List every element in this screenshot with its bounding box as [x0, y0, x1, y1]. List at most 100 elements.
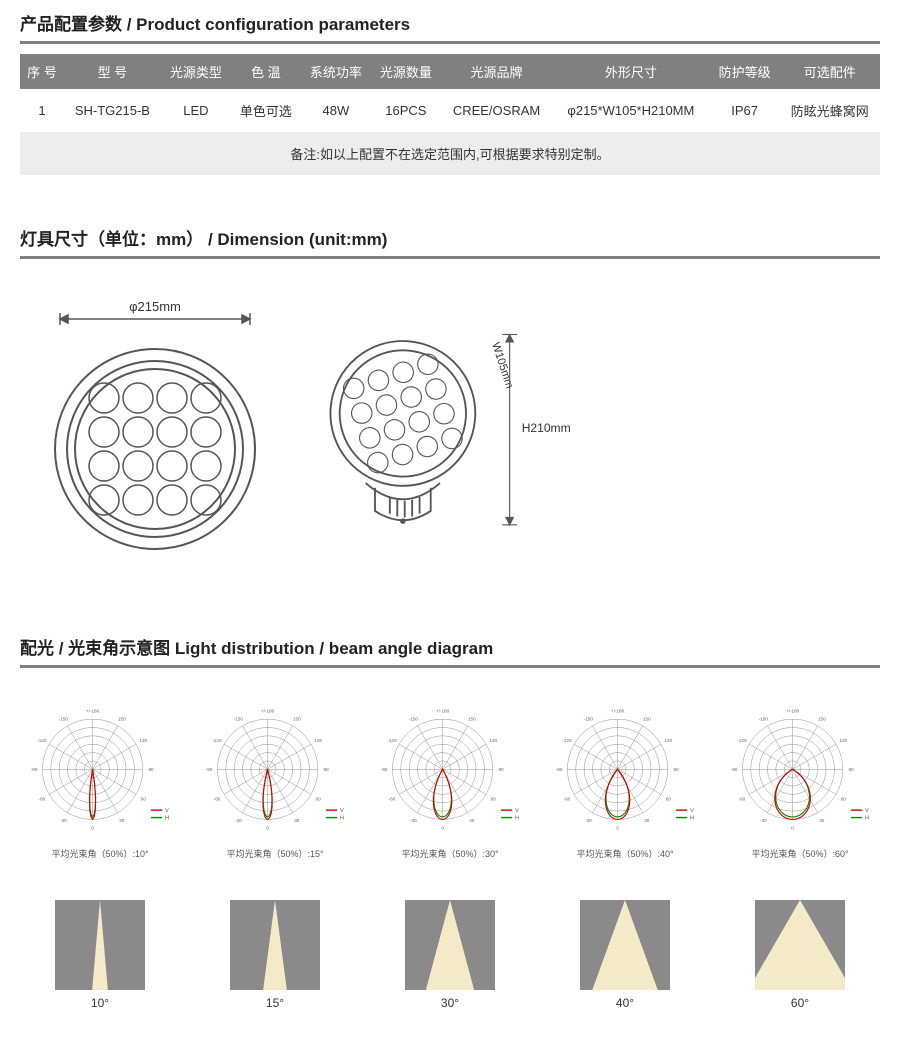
- col-acc: 可选配件: [780, 54, 880, 89]
- svg-text:0: 0: [91, 826, 94, 831]
- svg-text:150: 150: [468, 716, 476, 721]
- beam-item: 10°: [50, 900, 150, 1010]
- cell-ip: IP67: [710, 89, 780, 132]
- polar-item: +/-180-150150-120120-9090-6060-30300VH平均…: [720, 708, 880, 860]
- svg-text:-60: -60: [389, 796, 396, 801]
- svg-text:120: 120: [839, 738, 847, 743]
- svg-text:150: 150: [643, 716, 651, 721]
- col-temp: 色 温: [231, 54, 301, 89]
- svg-text:H: H: [690, 815, 694, 821]
- svg-text:90: 90: [323, 767, 329, 772]
- cell-seq: 1: [20, 89, 64, 132]
- col-qty: 光源数量: [371, 54, 441, 89]
- beam-item: 60°: [750, 900, 850, 1010]
- width-label: W105mm: [489, 341, 515, 390]
- svg-text:120: 120: [139, 738, 147, 743]
- svg-text:150: 150: [818, 716, 826, 721]
- dimension-row: φ215mm: [20, 269, 880, 584]
- svg-text:0: 0: [791, 826, 794, 831]
- beam-box: [55, 900, 145, 990]
- svg-text:60: 60: [141, 796, 147, 801]
- polar-item: +/-180-150150-120120-9090-6060-30300VH平均…: [195, 708, 355, 860]
- svg-text:0: 0: [616, 826, 619, 831]
- svg-text:+/-180: +/-180: [611, 709, 625, 714]
- svg-text:-150: -150: [59, 716, 69, 721]
- svg-text:30: 30: [469, 818, 475, 823]
- svg-text:30: 30: [819, 818, 825, 823]
- param-header-row: 序 号 型 号 光源类型 色 温 系统功率 光源数量 光源品牌 外形尺寸 防护等…: [20, 54, 880, 89]
- svg-text:-30: -30: [760, 818, 767, 823]
- beam-row: 10° 15° 30° 40° 60°: [20, 880, 880, 1010]
- section-title-params: 产品配置参数 / Product configuration parameter…: [20, 10, 880, 44]
- param-note-row: 备注:如以上配置不在选定范围内,可根据要求特别定制。: [20, 132, 880, 175]
- beam-item: 30°: [400, 900, 500, 1010]
- svg-text:60: 60: [666, 796, 672, 801]
- polar-caption: 平均光束角（50%）:60°: [720, 847, 880, 860]
- svg-text:0: 0: [266, 826, 269, 831]
- cell-src: LED: [161, 89, 231, 132]
- col-power: 系统功率: [301, 54, 371, 89]
- svg-text:+/-180: +/-180: [436, 709, 450, 714]
- svg-text:-60: -60: [214, 796, 221, 801]
- beam-label: 10°: [50, 996, 150, 1010]
- svg-text:-150: -150: [234, 716, 244, 721]
- svg-text:-120: -120: [37, 738, 47, 743]
- cell-qty: 16PCS: [371, 89, 441, 132]
- svg-text:150: 150: [118, 716, 126, 721]
- col-src: 光源类型: [161, 54, 231, 89]
- svg-text:H: H: [165, 815, 169, 821]
- svg-text:60: 60: [316, 796, 322, 801]
- cell-power: 48W: [301, 89, 371, 132]
- svg-text:120: 120: [489, 738, 497, 743]
- beam-label: 60°: [750, 996, 850, 1010]
- svg-text:-120: -120: [737, 738, 747, 743]
- svg-text:-60: -60: [564, 796, 571, 801]
- svg-text:-90: -90: [31, 767, 38, 772]
- svg-text:-90: -90: [381, 767, 388, 772]
- cell-brand: CREE/OSRAM: [441, 89, 552, 132]
- beam-box: [580, 900, 670, 990]
- svg-text:60: 60: [491, 796, 497, 801]
- svg-text:30: 30: [294, 818, 300, 823]
- param-data-row: 1 SH-TG215-B LED 单色可选 48W 16PCS CREE/OSR…: [20, 89, 880, 132]
- svg-text:0: 0: [441, 826, 444, 831]
- polar-caption: 平均光束角（50%）:40°: [545, 847, 705, 860]
- svg-text:-120: -120: [562, 738, 572, 743]
- svg-text:V: V: [690, 808, 694, 814]
- svg-text:30: 30: [119, 818, 125, 823]
- svg-text:V: V: [865, 808, 869, 814]
- svg-text:V: V: [340, 808, 344, 814]
- note-cell: 备注:如以上配置不在选定范围内,可根据要求特别定制。: [20, 132, 880, 175]
- svg-text:+/-180: +/-180: [86, 709, 100, 714]
- beam-label: 40°: [575, 996, 675, 1010]
- col-seq: 序 号: [20, 54, 64, 89]
- col-brand: 光源品牌: [441, 54, 552, 89]
- cell-acc: 防眩光蜂窝网: [780, 89, 880, 132]
- height-label: H210mm: [522, 421, 570, 435]
- polar-item: +/-180-150150-120120-9090-6060-30300VH平均…: [370, 708, 530, 860]
- svg-text:-30: -30: [60, 818, 67, 823]
- polar-caption: 平均光束角（50%）:10°: [20, 847, 180, 860]
- beam-item: 40°: [575, 900, 675, 1010]
- cell-temp: 单色可选: [231, 89, 301, 132]
- svg-text:-90: -90: [731, 767, 738, 772]
- svg-text:90: 90: [148, 767, 154, 772]
- cell-size: φ215*W105*H210MM: [552, 89, 709, 132]
- svg-text:-30: -30: [585, 818, 592, 823]
- beam-item: 15°: [225, 900, 325, 1010]
- svg-text:-120: -120: [212, 738, 222, 743]
- polar-item: +/-180-150150-120120-9090-6060-30300VH平均…: [545, 708, 705, 860]
- svg-text:-60: -60: [739, 796, 746, 801]
- dimension-side-view: W105mm H210mm: [310, 302, 570, 562]
- svg-text:150: 150: [293, 716, 301, 721]
- svg-text:-150: -150: [409, 716, 419, 721]
- svg-text:-150: -150: [759, 716, 769, 721]
- polar-item: +/-180-150150-120120-9090-6060-30300VH平均…: [20, 708, 180, 860]
- svg-text:H: H: [515, 815, 519, 821]
- svg-text:60: 60: [841, 796, 847, 801]
- col-ip: 防护等级: [710, 54, 780, 89]
- param-table: 序 号 型 号 光源类型 色 温 系统功率 光源数量 光源品牌 外形尺寸 防护等…: [20, 54, 880, 175]
- section-title-light: 配光 / 光束角示意图 Light distribution / beam an…: [20, 634, 880, 668]
- beam-label: 30°: [400, 996, 500, 1010]
- diameter-label: φ215mm: [129, 299, 181, 314]
